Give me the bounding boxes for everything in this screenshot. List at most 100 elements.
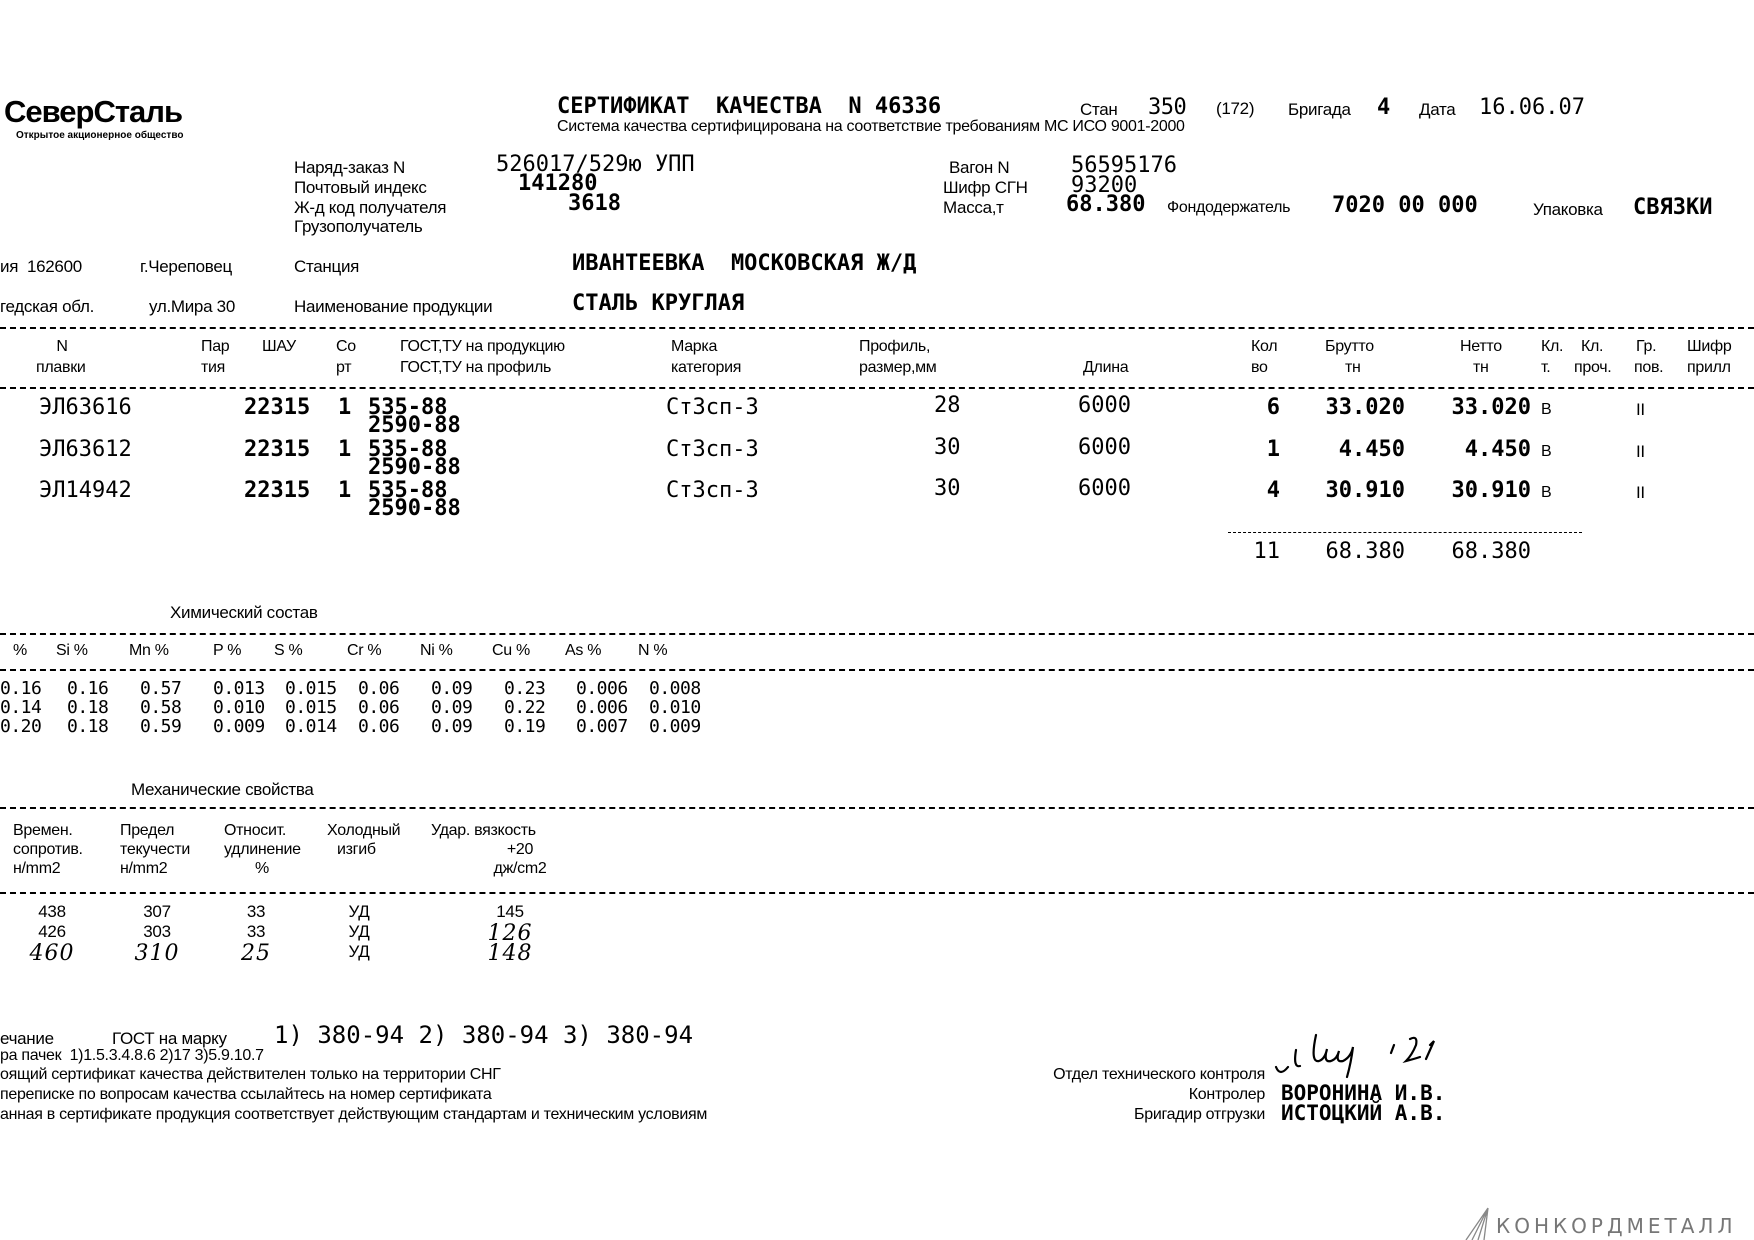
net-weight: 33.020 <box>1451 395 1531 420</box>
gross-weight: 30.910 <box>1325 478 1405 503</box>
chem-header-n: N % <box>638 642 668 659</box>
total-net: 68.380 <box>1451 539 1531 564</box>
date-label: Дата <box>1419 100 1456 119</box>
header-net: Нетто <box>1460 338 1502 355</box>
chem-header-as: As % <box>565 642 602 659</box>
mech-value-yield-strength: 303 <box>143 922 171 941</box>
chem-value-cu: 0.23 <box>504 678 546 699</box>
fund-label: Фондодержатель <box>1167 199 1291 216</box>
mech-header-impact-strength: Удар. вязкость <box>431 822 536 839</box>
mech-header-yield-strength: Предел <box>120 822 175 839</box>
postal-label: Почтовый индекс <box>294 178 427 197</box>
chem-value-p: 0.013 <box>213 678 265 699</box>
chem-value-cr: 0.06 <box>358 678 400 699</box>
chem-value-as: 0.006 <box>576 678 628 699</box>
chem-value-n: 0.009 <box>649 716 701 737</box>
chem-header-cu: Cu % <box>492 642 530 659</box>
date-value: 16.06.07 <box>1479 95 1585 120</box>
header-length: Длина <box>1083 359 1129 376</box>
stan-value: 350 <box>1148 95 1187 120</box>
gost-profile: 2590-88 <box>368 455 461 480</box>
gost-product: 535-88 <box>368 437 448 462</box>
company-logo: СеверСталь <box>4 94 183 129</box>
grade: Ст3сп-3 <box>666 478 759 503</box>
header-grade: категория <box>671 359 742 376</box>
pack-label: Упаковка <box>1533 200 1603 219</box>
address-street: ул.Мира 30 <box>149 297 235 316</box>
sort: 1 <box>338 478 352 503</box>
net-weight: 4.450 <box>1464 437 1531 462</box>
header-gost: ГОСТ,ТУ на продукцию <box>400 338 565 355</box>
header-sort: Со <box>336 338 356 355</box>
rail-code-value: 3618 <box>568 191 621 216</box>
order-label: Наряд-заказ N <box>294 158 405 177</box>
order-value: 526017/529ю УПП <box>496 152 695 177</box>
mech-value-tensile-strength: 426 <box>38 922 66 941</box>
chem-value-ni: 0.09 <box>431 716 473 737</box>
header-surface-group: пов. <box>1634 359 1664 376</box>
pack-value: СВЯЗКИ <box>1633 195 1713 220</box>
stan-extra: (172) <box>1216 99 1255 118</box>
party: 22315 <box>244 395 311 420</box>
controller-label: Контролер <box>1188 1086 1266 1103</box>
chem-value-cu: 0.22 <box>504 697 546 718</box>
length: 6000 <box>1078 435 1131 460</box>
profile-size: 30 <box>934 435 961 460</box>
sgn-label: Шифр СГН <box>943 178 1028 197</box>
correspondence-note: переписке по вопросам качества ссылайтес… <box>0 1086 492 1103</box>
mech-value-elongation: 25 <box>241 941 271 966</box>
mech-header-yield-strength: текучести <box>120 841 191 858</box>
quantity: 6 <box>1266 395 1280 420</box>
surface-group: II <box>1636 483 1645 502</box>
mech-value-cold-bend: УД <box>348 942 370 961</box>
chem-header-c: % <box>13 642 27 659</box>
mech-value-elongation: 33 <box>246 902 266 921</box>
chem-header-cr: Cr % <box>347 642 382 659</box>
watermark: КОНКОРДМЕТАЛЛ <box>1496 1214 1737 1238</box>
gross-weight: 4.450 <box>1338 437 1405 462</box>
fund-value: 7020 00 000 <box>1332 193 1478 218</box>
sort: 1 <box>338 395 352 420</box>
certificate-subtitle: Система качества сертифицирована на соот… <box>557 118 1185 135</box>
grade: Ст3сп-3 <box>666 395 759 420</box>
chem-value-mn: 0.58 <box>140 697 182 718</box>
otk-label: Отдел технического контроля <box>1053 1066 1265 1083</box>
party: 22315 <box>244 437 311 462</box>
postal-value: 141280 <box>518 171 598 196</box>
product-value: СТАЛЬ КРУГЛАЯ <box>572 291 745 316</box>
chem-value-p: 0.010 <box>213 697 265 718</box>
header-gost: ГОСТ,ТУ на профиль <box>400 359 552 376</box>
header-profile: размер,мм <box>859 359 937 376</box>
divider <box>0 387 1754 389</box>
surface-group: II <box>1636 442 1645 461</box>
totals-divider <box>1228 532 1582 533</box>
chem-value-mn: 0.59 <box>140 716 182 737</box>
profile-size: 28 <box>934 393 961 418</box>
stan-label: Стан <box>1080 100 1118 119</box>
sgn-value: 93200 <box>1071 173 1138 198</box>
chem-value-n: 0.010 <box>649 697 701 718</box>
controller-name: ВОРОНИНА И.В. <box>1281 1081 1446 1105</box>
divider <box>0 669 1754 671</box>
chem-header-si: Si % <box>56 642 88 659</box>
compliance-note: анная в сертификате продукция соответств… <box>0 1106 708 1123</box>
chem-value-s: 0.014 <box>285 716 337 737</box>
heat-number: ЭЛ14942 <box>39 478 132 503</box>
header-class-strength: Кл. <box>1581 338 1604 355</box>
mech-header-tensile-strength: н/mm2 <box>13 860 61 877</box>
packs-line: ра пачек 1)1.5.3.4.8.6 2)17 3)5.9.10.7 <box>0 1047 264 1064</box>
chem-value-cu: 0.19 <box>504 716 546 737</box>
header-heat: плавки <box>36 359 86 376</box>
class: В <box>1541 443 1552 460</box>
net-weight: 30.910 <box>1451 478 1531 503</box>
konkordmetall-logo-icon <box>1465 1207 1489 1240</box>
class: В <box>1541 401 1552 418</box>
consignee-label: Грузополучатель <box>294 217 423 236</box>
heat-number: ЭЛ63616 <box>39 395 132 420</box>
chem-header-mn: Mn % <box>129 642 169 659</box>
mech-header-elongation: % <box>255 860 269 877</box>
gost-profile: 2590-88 <box>368 413 461 438</box>
mech-value-tensile-strength: 438 <box>38 902 66 921</box>
mech-value-elongation: 33 <box>246 922 266 941</box>
